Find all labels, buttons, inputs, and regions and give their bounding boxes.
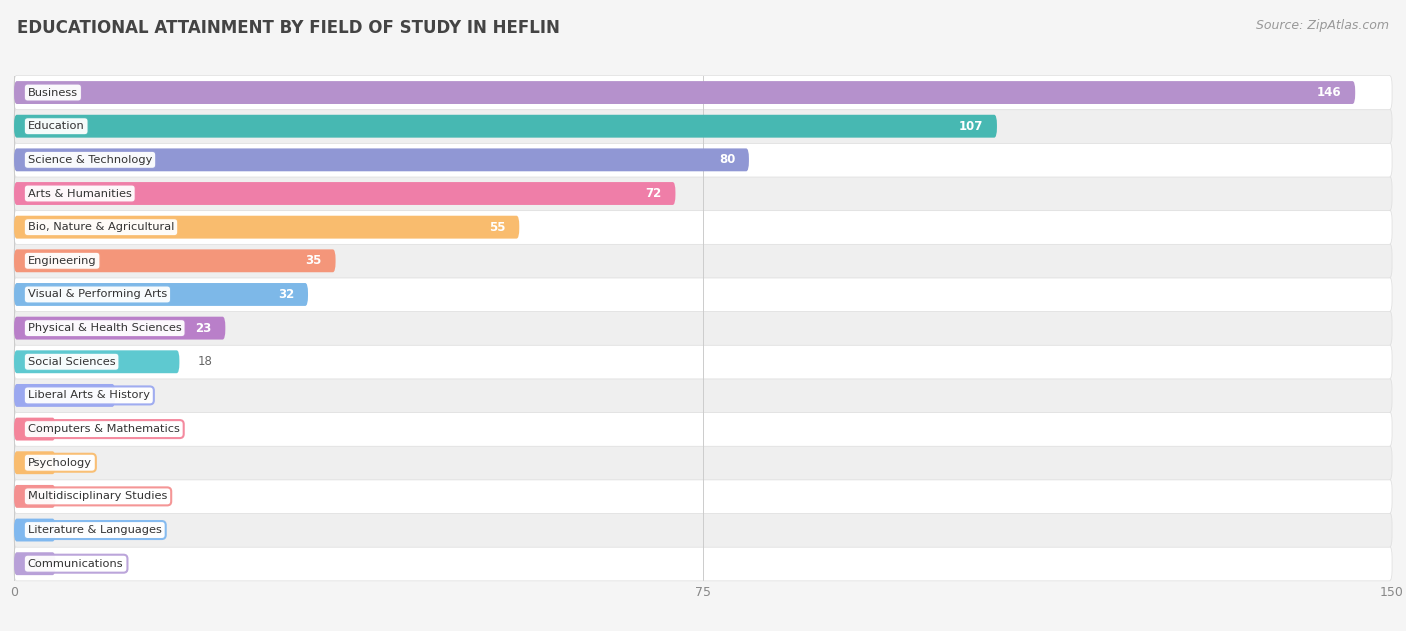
FancyBboxPatch shape	[14, 210, 1392, 244]
Text: 18: 18	[198, 355, 212, 369]
FancyBboxPatch shape	[14, 546, 1392, 581]
FancyBboxPatch shape	[14, 81, 1355, 104]
Text: Literature & Languages: Literature & Languages	[28, 525, 162, 535]
FancyBboxPatch shape	[14, 378, 1392, 413]
Text: 0: 0	[32, 524, 39, 536]
FancyBboxPatch shape	[14, 384, 115, 407]
FancyBboxPatch shape	[14, 176, 1392, 211]
Text: 0: 0	[32, 557, 39, 570]
Text: 80: 80	[718, 153, 735, 167]
FancyBboxPatch shape	[14, 148, 749, 171]
Text: Social Sciences: Social Sciences	[28, 357, 115, 367]
Text: 0: 0	[32, 456, 39, 469]
FancyBboxPatch shape	[14, 485, 55, 508]
FancyBboxPatch shape	[14, 244, 1392, 278]
Text: Communications: Communications	[28, 558, 124, 569]
FancyBboxPatch shape	[14, 317, 225, 339]
FancyBboxPatch shape	[14, 249, 336, 272]
FancyBboxPatch shape	[14, 445, 1392, 480]
Text: 0: 0	[32, 423, 39, 435]
FancyBboxPatch shape	[14, 513, 1392, 547]
FancyBboxPatch shape	[14, 552, 55, 575]
FancyBboxPatch shape	[14, 216, 519, 239]
Text: 32: 32	[278, 288, 294, 301]
FancyBboxPatch shape	[14, 479, 1392, 514]
Text: 72: 72	[645, 187, 662, 200]
Text: Business: Business	[28, 88, 77, 98]
FancyBboxPatch shape	[14, 109, 1392, 143]
Text: 35: 35	[305, 254, 322, 268]
Text: Education: Education	[28, 121, 84, 131]
FancyBboxPatch shape	[14, 115, 997, 138]
Text: 146: 146	[1317, 86, 1341, 99]
FancyBboxPatch shape	[14, 412, 1392, 446]
Text: Science & Technology: Science & Technology	[28, 155, 152, 165]
FancyBboxPatch shape	[14, 311, 1392, 345]
FancyBboxPatch shape	[14, 182, 675, 205]
Text: 55: 55	[489, 221, 506, 233]
Text: Psychology: Psychology	[28, 457, 91, 468]
Text: 107: 107	[959, 120, 983, 133]
FancyBboxPatch shape	[14, 75, 1392, 110]
FancyBboxPatch shape	[14, 143, 1392, 177]
FancyBboxPatch shape	[14, 283, 308, 306]
Text: Visual & Performing Arts: Visual & Performing Arts	[28, 290, 167, 300]
FancyBboxPatch shape	[14, 350, 180, 373]
Text: Multidisciplinary Studies: Multidisciplinary Studies	[28, 492, 167, 502]
Text: EDUCATIONAL ATTAINMENT BY FIELD OF STUDY IN HEFLIN: EDUCATIONAL ATTAINMENT BY FIELD OF STUDY…	[17, 19, 560, 37]
Text: Engineering: Engineering	[28, 256, 97, 266]
Text: Source: ZipAtlas.com: Source: ZipAtlas.com	[1256, 19, 1389, 32]
FancyBboxPatch shape	[14, 519, 55, 541]
Text: Bio, Nature & Agricultural: Bio, Nature & Agricultural	[28, 222, 174, 232]
Text: 11: 11	[134, 389, 149, 402]
Text: 0: 0	[32, 490, 39, 503]
Text: 23: 23	[195, 322, 211, 334]
Text: Physical & Health Sciences: Physical & Health Sciences	[28, 323, 181, 333]
FancyBboxPatch shape	[14, 418, 55, 440]
FancyBboxPatch shape	[14, 277, 1392, 312]
Text: Computers & Mathematics: Computers & Mathematics	[28, 424, 180, 434]
Text: Liberal Arts & History: Liberal Arts & History	[28, 391, 150, 401]
Text: Arts & Humanities: Arts & Humanities	[28, 189, 132, 199]
FancyBboxPatch shape	[14, 345, 1392, 379]
FancyBboxPatch shape	[14, 451, 55, 474]
